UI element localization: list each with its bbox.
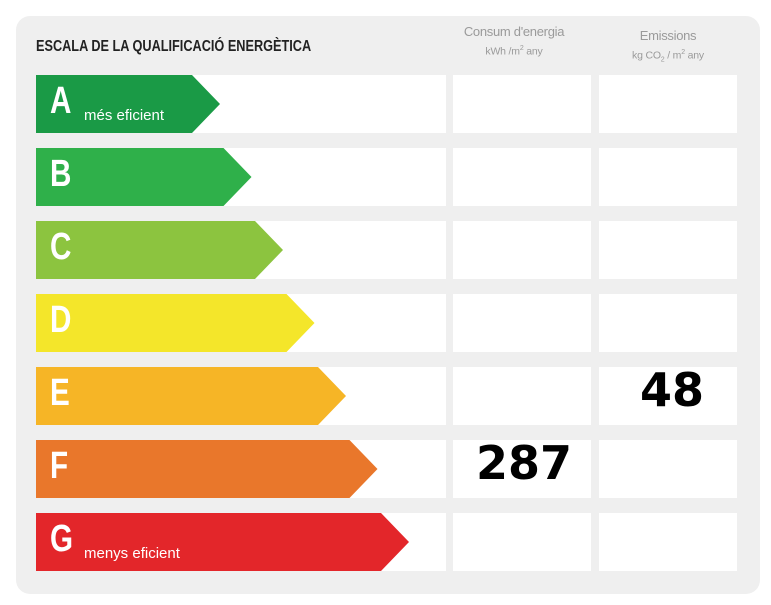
class-note: més eficient — [84, 107, 165, 124]
emissions-cell-d — [599, 294, 737, 352]
class-arrow-shape — [36, 221, 283, 279]
emissions-cell-c — [599, 221, 737, 279]
class-letter: E — [50, 372, 70, 414]
class-letter: D — [50, 299, 72, 341]
class-letter: F — [50, 445, 69, 487]
emissions-column-header: Emissions kg CO2 / m2 any — [597, 28, 739, 64]
scale-title: ESCALA DE LA QUALIFICACIÓ ENERGÈTICA — [36, 38, 312, 55]
class-arrow-shape — [36, 75, 220, 133]
energy-column-label: Consum d'energia — [463, 24, 565, 39]
class-arrow-shape — [36, 148, 252, 206]
class-letter: B — [50, 153, 72, 195]
class-letter: C — [50, 226, 72, 268]
energy-cell-g — [453, 513, 591, 571]
energy-cell-f — [453, 440, 591, 498]
class-letter: A — [50, 80, 72, 122]
class-note: menys eficient — [84, 545, 180, 562]
energy-column-unit: kWh /m2 any — [485, 45, 543, 58]
energy-column-header: Consum d'energia kWh /m2 any — [443, 24, 585, 58]
class-arrow-shape — [36, 294, 315, 352]
energy-cell-b — [453, 148, 591, 206]
class-arrow-shape — [36, 440, 378, 498]
energy-consumption-value: 287 — [475, 436, 573, 490]
emissions-column-unit: kg CO2 / m2 any — [632, 49, 704, 64]
class-letter: G — [50, 518, 74, 560]
class-arrow-c: C — [36, 221, 283, 279]
emissions-cell-f — [599, 440, 737, 498]
emissions-column-label: Emissions — [639, 28, 697, 43]
emissions-cell-g — [599, 513, 737, 571]
emissions-cell-e — [599, 367, 737, 425]
energy-cell-e — [453, 367, 591, 425]
class-arrow-b: B — [36, 148, 252, 206]
emissions-value: 48 — [639, 363, 704, 417]
class-arrow-e: E — [36, 367, 346, 425]
energy-cell-a — [453, 75, 591, 133]
class-arrow-f: F — [36, 440, 378, 498]
energy-cell-d — [453, 294, 591, 352]
class-arrow-shape — [36, 367, 346, 425]
emissions-cell-b — [599, 148, 737, 206]
energy-cell-c — [453, 221, 591, 279]
class-arrow-shape — [36, 513, 409, 571]
class-arrow-d: D — [36, 294, 315, 352]
emissions-cell-a — [599, 75, 737, 133]
